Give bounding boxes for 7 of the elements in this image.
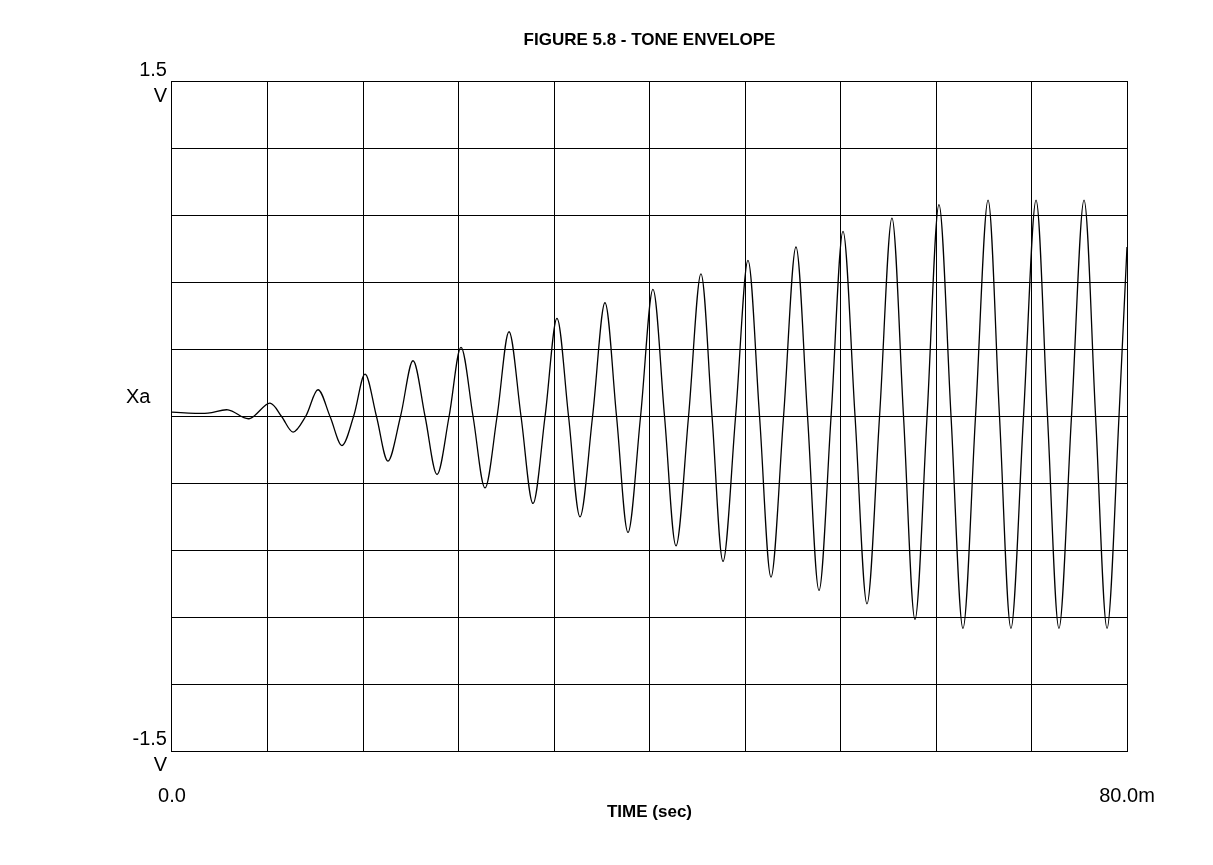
x-tick-label: 0.0	[158, 784, 186, 806]
y-axis-title: Xa	[126, 385, 152, 407]
y-tick-label: -1.5 V	[132, 727, 168, 775]
chart-title: FIGURE 5.8 - TONE ENVELOPE	[523, 29, 776, 49]
x-axis-title: TIME (sec)	[606, 802, 693, 822]
y-tick-label: 1.5 V	[139, 58, 168, 106]
x-tick-label: 80.0m	[1099, 784, 1155, 806]
